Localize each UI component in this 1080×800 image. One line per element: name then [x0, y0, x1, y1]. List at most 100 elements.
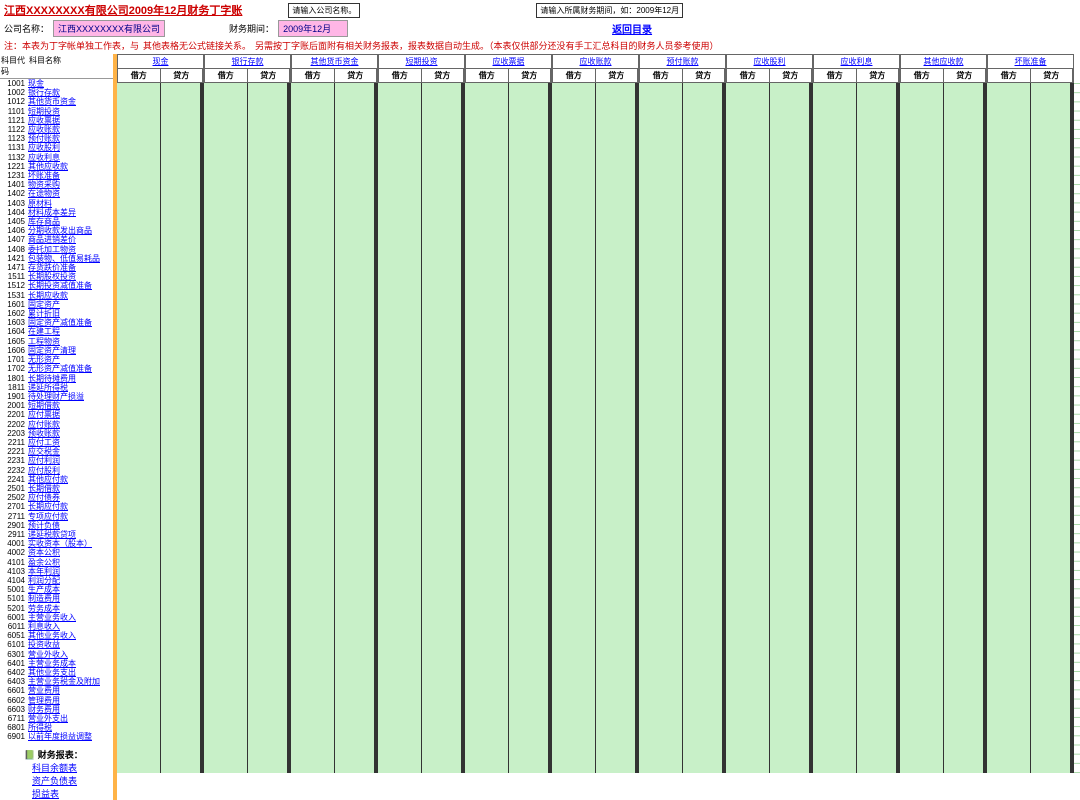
grid-debit-col[interactable]	[204, 83, 248, 773]
account-link[interactable]: 预收账款	[28, 429, 60, 438]
account-link[interactable]: 应付债券	[28, 493, 60, 502]
grid-credit-col[interactable]	[422, 83, 466, 773]
grid-credit-col[interactable]	[683, 83, 727, 773]
account-link[interactable]: 营业外收入	[28, 650, 68, 659]
grid-credit-col[interactable]	[944, 83, 988, 773]
account-link[interactable]: 财务费用	[28, 705, 60, 714]
account-link[interactable]: 应收股利	[28, 143, 60, 152]
account-link[interactable]: 利润分配	[28, 576, 60, 585]
grid-credit-col[interactable]	[857, 83, 901, 773]
account-link[interactable]: 劳务成本	[28, 604, 60, 613]
report-link[interactable]: 科目余额表	[32, 761, 113, 774]
account-link[interactable]: 应收利息	[28, 153, 60, 162]
account-link[interactable]: 制造费用	[28, 594, 60, 603]
account-link[interactable]: 工程物资	[28, 337, 60, 346]
account-link[interactable]: 无形资产	[28, 355, 60, 364]
account-link[interactable]: 营业外支出	[28, 714, 68, 723]
company-input[interactable]: 江西XXXXXXXX有限公司	[53, 20, 165, 37]
account-link[interactable]: 委托加工物资	[28, 245, 76, 254]
account-link[interactable]: 原材料	[28, 199, 52, 208]
grid-debit-col[interactable]	[813, 83, 857, 773]
account-link[interactable]: 现金	[28, 79, 44, 88]
grid-credit-col[interactable]	[509, 83, 553, 773]
account-link[interactable]: 长期待摊费用	[28, 374, 76, 383]
account-link[interactable]: 生产成本	[28, 585, 60, 594]
account-link[interactable]: 商品进销差价	[28, 235, 76, 244]
column-title[interactable]: 应收账款	[553, 55, 638, 69]
account-link[interactable]: 待处理财产损溢	[28, 392, 84, 401]
grid-credit-col[interactable]	[1031, 83, 1075, 773]
grid-credit-col[interactable]	[335, 83, 379, 773]
grid-debit-col[interactable]	[639, 83, 683, 773]
account-link[interactable]: 本年利润	[28, 567, 60, 576]
account-link[interactable]: 应收票据	[28, 116, 60, 125]
account-link[interactable]: 固定资产	[28, 300, 60, 309]
grid-debit-col[interactable]	[987, 83, 1031, 773]
account-link[interactable]: 应付票据	[28, 410, 60, 419]
account-link[interactable]: 其他应收款	[28, 162, 68, 171]
account-link[interactable]: 长期应收款	[28, 291, 68, 300]
grid-debit-col[interactable]	[552, 83, 596, 773]
grid-credit-col[interactable]	[596, 83, 640, 773]
column-title[interactable]: 应收股利	[727, 55, 812, 69]
grid-credit-col[interactable]	[161, 83, 205, 773]
account-link[interactable]: 包装物、低值易耗品	[28, 254, 100, 263]
account-link[interactable]: 预计负债	[28, 521, 60, 530]
account-link[interactable]: 应付利润	[28, 456, 60, 465]
account-link[interactable]: 长期应付款	[28, 502, 68, 511]
account-link[interactable]: 以前年度损益调整	[28, 732, 92, 741]
account-link[interactable]: 资本公积	[28, 548, 60, 557]
column-title[interactable]: 应收票据	[466, 55, 551, 69]
account-link[interactable]: 短期借款	[28, 401, 60, 410]
grid-credit-col[interactable]	[248, 83, 292, 773]
account-link[interactable]: 应交税金	[28, 447, 60, 456]
account-link[interactable]: 在建工程	[28, 327, 60, 336]
account-link[interactable]: 累计折旧	[28, 309, 60, 318]
report-link[interactable]: 资产负债表	[32, 774, 113, 787]
account-link[interactable]: 长期投资减值准备	[28, 281, 92, 290]
account-link[interactable]: 其他业务支出	[28, 668, 76, 677]
account-link[interactable]: 其他业务收入	[28, 631, 76, 640]
account-link[interactable]: 固定资产清理	[28, 346, 76, 355]
account-link[interactable]: 递延税款贷项	[28, 530, 76, 539]
account-link[interactable]: 无形资产减值准备	[28, 364, 92, 373]
column-title[interactable]: 预付账款	[640, 55, 725, 69]
account-link[interactable]: 其他应付款	[28, 475, 68, 484]
grid-debit-col[interactable]	[378, 83, 422, 773]
grid-debit-col[interactable]	[900, 83, 944, 773]
column-title[interactable]: 银行存款	[205, 55, 290, 69]
account-link[interactable]: 实收资本（股本）	[28, 539, 92, 548]
grid-debit-col[interactable]	[726, 83, 770, 773]
column-title[interactable]: 其他货币资金	[292, 55, 377, 69]
account-link[interactable]: 应付股利	[28, 466, 60, 475]
account-link[interactable]: 在途物资	[28, 189, 60, 198]
account-link[interactable]: 利息收入	[28, 622, 60, 631]
account-link[interactable]: 主营业务成本	[28, 659, 76, 668]
account-link[interactable]: 其他货币资金	[28, 97, 76, 106]
account-link[interactable]: 应付工资	[28, 438, 60, 447]
column-title[interactable]: 其他应收款	[901, 55, 986, 69]
grid-credit-col[interactable]	[770, 83, 814, 773]
account-link[interactable]: 营业费用	[28, 686, 60, 695]
grid-debit-col[interactable]	[117, 83, 161, 773]
account-link[interactable]: 库存商品	[28, 217, 60, 226]
account-link[interactable]: 应付账款	[28, 420, 60, 429]
account-link[interactable]: 长期借款	[28, 484, 60, 493]
column-title[interactable]: 现金	[118, 55, 203, 69]
account-link[interactable]: 存货跌价准备	[28, 263, 76, 272]
account-link[interactable]: 主营业务收入	[28, 613, 76, 622]
account-link[interactable]: 递延所得税	[28, 383, 68, 392]
account-link[interactable]: 投资收益	[28, 640, 60, 649]
grid-debit-col[interactable]	[465, 83, 509, 773]
column-title[interactable]: 应收利息	[814, 55, 899, 69]
account-link[interactable]: 材料成本差异	[28, 208, 76, 217]
account-link[interactable]: 专项应付款	[28, 512, 68, 521]
account-link[interactable]: 应收账款	[28, 125, 60, 134]
account-link[interactable]: 盈余公积	[28, 558, 60, 567]
column-title[interactable]: 短期投资	[379, 55, 464, 69]
period-input[interactable]: 2009年12月	[278, 20, 348, 37]
report-link[interactable]: 损益表	[32, 787, 113, 800]
account-link[interactable]: 短期投资	[28, 107, 60, 116]
nav-back-link[interactable]: 返回目录	[612, 21, 652, 36]
account-link[interactable]: 坏账准备	[28, 171, 60, 180]
